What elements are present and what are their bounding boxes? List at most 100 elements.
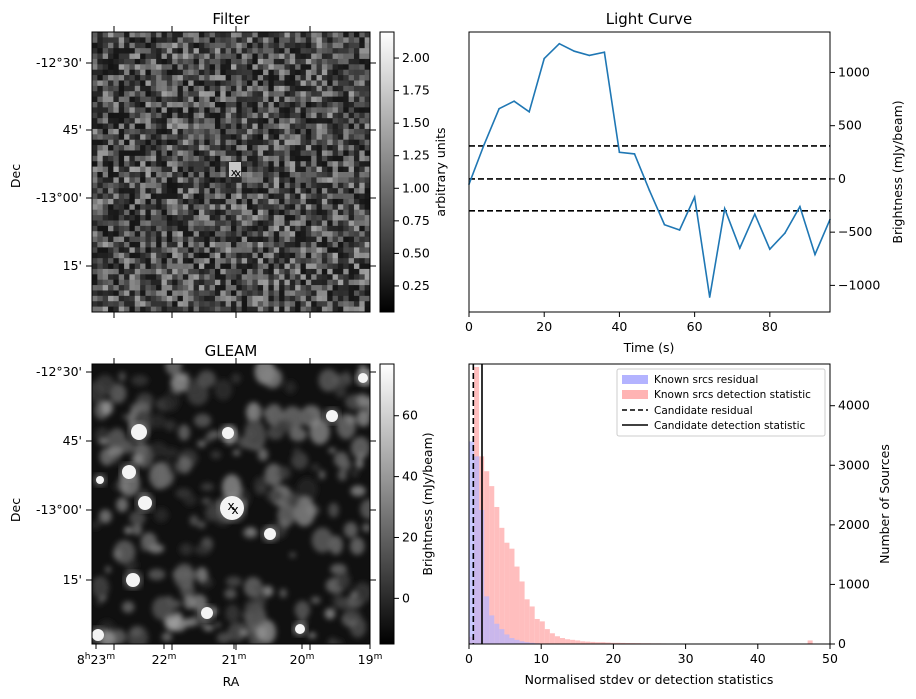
hist-bar-0-3 [484, 596, 490, 644]
hist-bar-1-25 [595, 642, 601, 644]
gleam-axes-xtick-0: 8h23m [77, 652, 115, 667]
histogram-xtick-4: 40 [750, 651, 766, 666]
filter-cb-ticks-tick-6: 0.50 [402, 245, 430, 260]
filter-axes-ytick-2: -13°00' [36, 190, 82, 205]
light-curve-point-19 [754, 213, 756, 215]
light-curve-point-4 [528, 111, 530, 113]
light-curve-axes: 0 20 40 60 80 1000 500 0 −500 −1000 [465, 64, 880, 334]
hist-bar-1-26 [600, 642, 606, 644]
filter-cb-ticks-tick-2: 1.50 [402, 115, 430, 130]
hist-bar-1-30 [620, 642, 626, 644]
gleam-cb-ticks-tick-1: 40 [402, 469, 418, 484]
filter-cb-ticks-tick-5: 0.75 [402, 213, 430, 228]
gleam-image [92, 364, 370, 644]
filter-cb-ticks-tick-7: 0.25 [402, 278, 430, 293]
filter-blue-marker: x [235, 167, 242, 180]
legend-label-residual: Known srcs residual [654, 374, 758, 386]
light-curve-point-15 [693, 196, 696, 198]
gleam-source-7 [126, 573, 140, 587]
light-curve-point-11 [633, 153, 636, 155]
filter-axes-ytick-1: 45' [63, 122, 82, 137]
hist-bar-1-16 [549, 633, 555, 644]
hist-bar-1-24 [590, 641, 596, 644]
hist-bar-1-12 [529, 606, 535, 644]
hist-bar-1-8 [509, 548, 515, 644]
light-curve-point-9 [603, 51, 606, 53]
gleam-cb-ticks-tick-0: 60 [402, 408, 418, 423]
light-curve-point-20 [769, 248, 771, 250]
gleam-axes-ytick-3: 15' [63, 572, 82, 587]
gleam-source-8 [201, 607, 213, 619]
filter-colorbar-bar [379, 31, 395, 313]
light-curve-xtick-2: 40 [611, 319, 627, 334]
filter-image: xx [92, 32, 371, 313]
light-curve-ytick-2: 0 [838, 171, 846, 186]
hist-bar-1-14 [539, 621, 545, 644]
filter-axes: -12°30' 45' -13°00' 15' [36, 26, 376, 318]
light-curve-ytick-4: −1000 [838, 277, 880, 292]
gleam-source-6 [264, 528, 276, 540]
hist-bar-0-8 [509, 638, 515, 644]
histogram-ytick-4: 4000 [838, 398, 870, 413]
light-curve-series [468, 42, 831, 298]
light-curve-panel: Light Curve 0 20 40 60 80 1000 500 0 −500 −1000 T… [465, 10, 905, 355]
light-curve-point-5 [543, 57, 545, 60]
histogram-ytick-2: 2000 [838, 517, 870, 532]
histogram-ytick-1: 1000 [838, 576, 870, 591]
gleam-axes-ytick-0: -12°30' [36, 364, 82, 379]
hist-bar-0-6 [499, 629, 505, 644]
hist-bar-1-17 [554, 636, 560, 644]
histogram-ytick-3: 3000 [838, 457, 870, 472]
histogram-xtick-5: 50 [822, 651, 838, 666]
legend-label-candidate-residual: Candidate residual [654, 405, 753, 417]
gleam-cb-ticks-tick-3: 0 [402, 590, 410, 605]
hist-bar-1-18 [559, 638, 566, 644]
gleam-axes-ytick-1: 45' [63, 433, 82, 448]
filter-axes-ytick-0: -12°30' [36, 55, 82, 70]
histogram-xlabel: Normalised stdev or detection statistics [525, 672, 774, 687]
light-curve-point-8 [588, 54, 591, 57]
histogram-frame [468, 363, 831, 645]
light-curve-point-12 [648, 189, 651, 192]
light-curve-point-7 [573, 50, 576, 52]
gleam-source-3 [138, 496, 152, 510]
gleam-blue-marker: x [231, 503, 238, 517]
filter-panel: Filter xx -12°30' 45' -13°00' 15' Dec 2.00 1… [8, 10, 448, 318]
filter-colorbar-label: arbitrary units [433, 127, 448, 216]
legend-swatch-residual [622, 375, 648, 384]
legend-swatch-detection [622, 390, 648, 399]
gleam-source-10 [92, 629, 104, 641]
histogram-ylabel: Number of Sources [877, 444, 892, 564]
histogram-xtick-0: 0 [465, 651, 473, 666]
hist-bar-1-7 [504, 542, 510, 644]
light-curve-point-23 [814, 253, 816, 256]
hist-bar-1-4 [489, 486, 495, 644]
light-curve-point-18 [739, 247, 741, 249]
light-curve-ytick-3: −500 [838, 224, 872, 239]
light-curve-point-17 [723, 207, 726, 210]
hist-bar-1-21 [575, 640, 581, 644]
hist-bar-0-5 [494, 623, 500, 644]
legend-label-candidate-detection: Candidate detection statistic [654, 420, 806, 432]
hist-bar-1-23 [585, 641, 591, 644]
filter-cb-ticks-tick-4: 1.00 [402, 180, 430, 195]
hist-bar-1-9 [514, 566, 520, 644]
hist-bar-1-67 [807, 640, 813, 644]
hist-bar-1-20 [570, 639, 576, 644]
gleam-axes-ytick-2: -13°00' [36, 502, 82, 517]
gleam-axes-xtick-2: 21m [222, 652, 247, 667]
light-curve-xtick-0: 0 [465, 319, 473, 334]
filter-red-marker: x [231, 166, 238, 179]
filter-cb-ticks-tick-3: 1.25 [402, 148, 430, 163]
hist-bar-0-1 [474, 456, 480, 644]
gleam-frame [91, 363, 371, 645]
gleam-colorbar-label: Brightness (mJy/beam) [420, 432, 435, 575]
light-curve-point-14 [678, 229, 681, 231]
light-curve-point-21 [784, 232, 786, 234]
gleam-source-2 [122, 465, 136, 479]
light-curve-point-22 [799, 205, 801, 208]
gleam-axes-xtick-1: 22m [152, 652, 177, 667]
filter-candidate-pixel [229, 162, 241, 177]
gleam-source-12 [96, 476, 104, 484]
